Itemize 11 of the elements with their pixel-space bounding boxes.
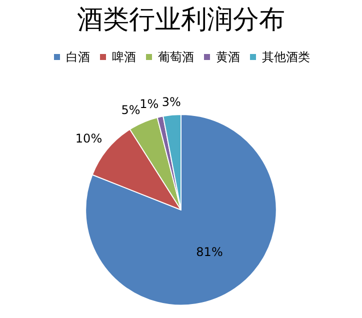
data-label: 3% [162, 94, 181, 109]
data-label: 5% [121, 102, 140, 117]
legend-label: 白酒 [66, 50, 90, 64]
data-label: 1% [140, 96, 159, 111]
legend-label: 黄酒 [216, 50, 240, 64]
legend-label: 啤酒 [112, 50, 136, 64]
legend-label: 葡萄酒 [158, 50, 194, 64]
legend-label: 其他酒类 [262, 50, 310, 64]
data-label: 10% [75, 132, 102, 146]
chart-title: 酒类行业利润分布 [77, 5, 285, 35]
data-label: 81% [196, 244, 223, 259]
